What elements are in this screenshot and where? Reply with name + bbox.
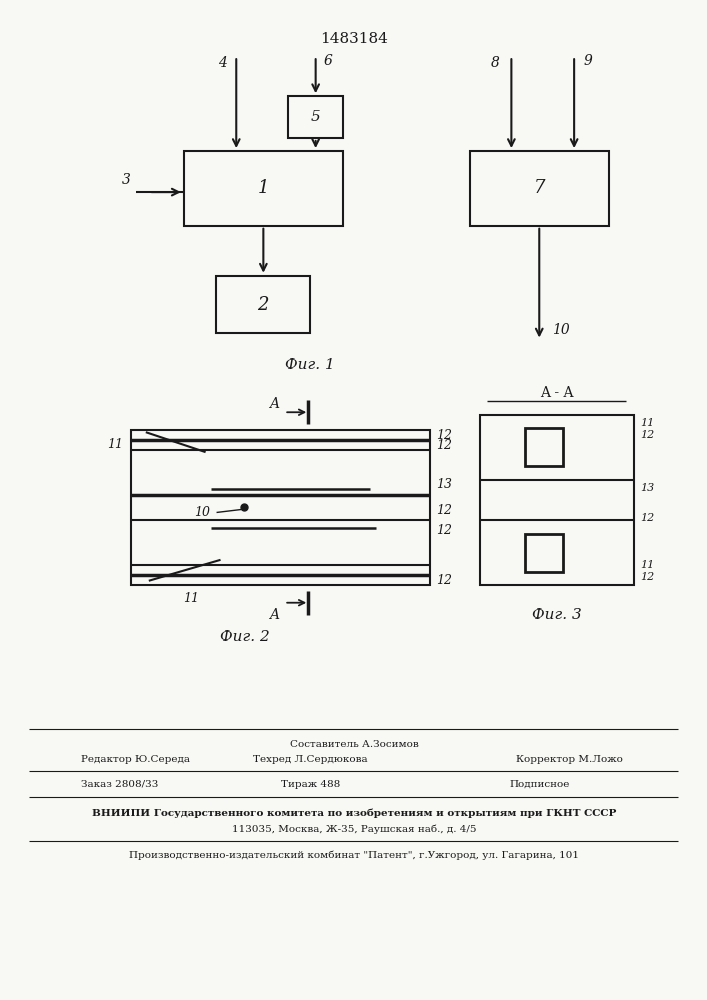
Text: 1: 1	[257, 179, 269, 197]
Text: 11: 11	[640, 418, 654, 428]
Bar	[469, 151, 609, 226]
Text: 6: 6	[323, 54, 332, 68]
Text: Редактор Ю.Середа: Редактор Ю.Середа	[81, 755, 190, 764]
Text: ВНИИПИ Государственного комитета по изобретениям и открытиям при ГКНТ СССР: ВНИИПИ Государственного комитета по изоб…	[92, 808, 617, 818]
Text: 11: 11	[640, 560, 654, 570]
Text: 113035, Москва, Ж-35, Раушская наб., д. 4/5: 113035, Москва, Ж-35, Раушская наб., д. …	[232, 824, 477, 834]
Bar	[184, 151, 343, 226]
Text: 12: 12	[436, 429, 452, 442]
Text: A - A: A - A	[540, 386, 573, 400]
Text: 9: 9	[584, 54, 592, 68]
Text: Фиг. 2: Фиг. 2	[220, 630, 269, 644]
Bar	[525, 534, 563, 572]
Text: 12: 12	[640, 430, 654, 440]
Text: 10: 10	[552, 323, 570, 337]
Bar	[525, 428, 563, 466]
Text: Тираж 488: Тираж 488	[281, 780, 340, 789]
Text: 12: 12	[436, 524, 452, 537]
Bar	[479, 415, 634, 585]
Text: 12: 12	[436, 439, 452, 452]
Bar	[131, 430, 430, 585]
Text: 7: 7	[534, 179, 545, 197]
Text: 1483184: 1483184	[320, 32, 388, 46]
Text: Составитель А.Зосимов: Составитель А.Зосимов	[290, 740, 419, 749]
Text: Заказ 2808/33: Заказ 2808/33	[81, 780, 158, 789]
Text: Производственно-издательский комбинат "Патент", г.Ужгород, ул. Гагарина, 101: Производственно-издательский комбинат "П…	[129, 850, 579, 860]
Bar	[288, 96, 343, 138]
Text: A: A	[269, 397, 279, 411]
Text: 12: 12	[640, 513, 654, 523]
Text: Корректор М.Ложо: Корректор М.Ложо	[515, 755, 623, 764]
Text: 12: 12	[640, 572, 654, 582]
Text: A: A	[269, 608, 279, 622]
Text: 5: 5	[311, 110, 320, 124]
Text: 11: 11	[107, 438, 123, 451]
Text: 13: 13	[640, 483, 654, 493]
Text: 12: 12	[436, 504, 452, 517]
Text: 8: 8	[491, 56, 500, 70]
Bar	[216, 276, 310, 333]
Text: Подписное: Подписное	[509, 780, 569, 789]
Text: 12: 12	[436, 574, 452, 587]
Text: 11: 11	[182, 592, 199, 605]
Text: 3: 3	[122, 173, 130, 187]
Text: 2: 2	[257, 296, 269, 314]
Text: Техред Л.Сердюкова: Техред Л.Сердюкова	[253, 755, 368, 764]
Text: Фиг. 1: Фиг. 1	[286, 358, 335, 372]
Text: Фиг. 3: Фиг. 3	[532, 608, 582, 622]
Text: 4: 4	[218, 56, 227, 70]
Text: 13: 13	[436, 478, 452, 491]
Text: 10: 10	[194, 506, 211, 519]
